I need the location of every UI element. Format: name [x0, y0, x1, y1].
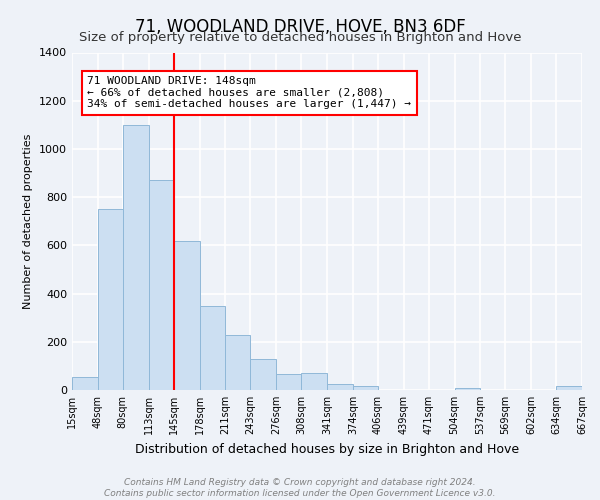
Y-axis label: Number of detached properties: Number of detached properties [23, 134, 34, 309]
Text: Contains HM Land Registry data © Crown copyright and database right 2024.
Contai: Contains HM Land Registry data © Crown c… [104, 478, 496, 498]
Bar [353, 386, 378, 390]
X-axis label: Distribution of detached houses by size in Brighton and Hove: Distribution of detached houses by size … [135, 442, 519, 456]
Text: Size of property relative to detached houses in Brighton and Hove: Size of property relative to detached ho… [79, 31, 521, 44]
Bar [98, 209, 123, 390]
Bar [226, 334, 250, 390]
Text: 71, WOODLAND DRIVE, HOVE, BN3 6DF: 71, WOODLAND DRIVE, HOVE, BN3 6DF [134, 18, 466, 36]
Bar [173, 240, 199, 390]
Bar [250, 358, 276, 390]
Bar [199, 306, 226, 390]
Bar [327, 384, 353, 390]
Bar [149, 180, 173, 390]
Bar [123, 125, 149, 390]
Text: 71 WOODLAND DRIVE: 148sqm
← 66% of detached houses are smaller (2,808)
34% of se: 71 WOODLAND DRIVE: 148sqm ← 66% of detac… [88, 76, 412, 110]
Bar [276, 374, 301, 390]
Bar [455, 388, 481, 390]
Bar [556, 386, 582, 390]
Bar [72, 376, 98, 390]
Bar [301, 372, 327, 390]
